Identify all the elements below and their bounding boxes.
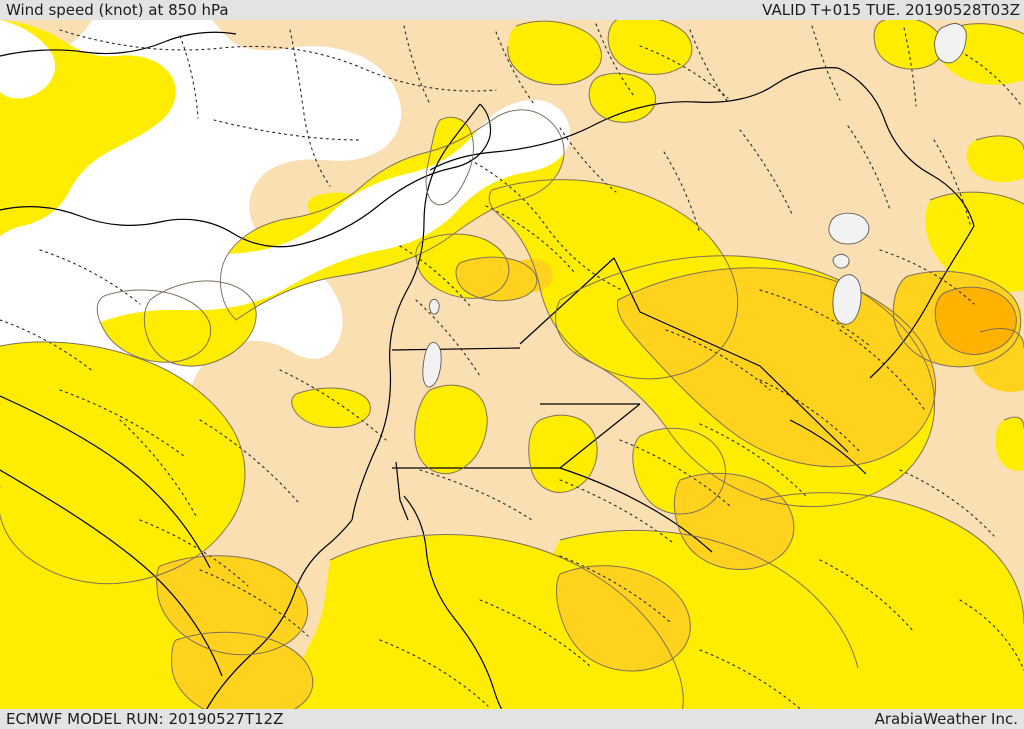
inland-water-bodies xyxy=(422,23,967,388)
provider-label: ArabiaWeather Inc. xyxy=(874,710,1018,728)
sea-regions xyxy=(0,20,571,341)
country-borders xyxy=(0,31,975,729)
valid-time-label: VALID T+015 TUE. 20190528T03Z xyxy=(762,1,1020,19)
model-run-label: ECMWF MODEL RUN: 20190527T12Z xyxy=(6,710,284,728)
contour-lines xyxy=(0,16,1024,729)
header-bar: Wind speed (knot) at 850 hPa VALID T+015… xyxy=(0,0,1024,20)
contour-band-orange xyxy=(935,287,1017,355)
page-title: Wind speed (knot) at 850 hPa xyxy=(6,1,229,19)
footer-bar: ECMWF MODEL RUN: 20190527T12Z ArabiaWeat… xyxy=(0,709,1024,729)
admin-boundaries xyxy=(0,23,1024,717)
